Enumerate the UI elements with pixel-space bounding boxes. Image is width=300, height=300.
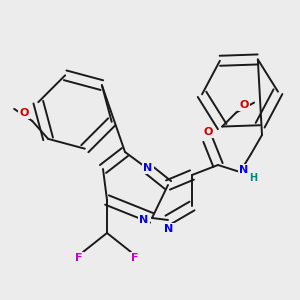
Text: F: F [75,253,83,263]
Text: H: H [249,173,257,183]
Text: N: N [143,163,153,173]
Text: O: O [239,100,249,110]
Text: N: N [239,165,249,175]
Text: O: O [203,127,213,137]
Text: N: N [140,215,148,225]
Text: F: F [131,253,139,263]
Text: O: O [20,108,29,118]
Text: N: N [164,224,174,234]
